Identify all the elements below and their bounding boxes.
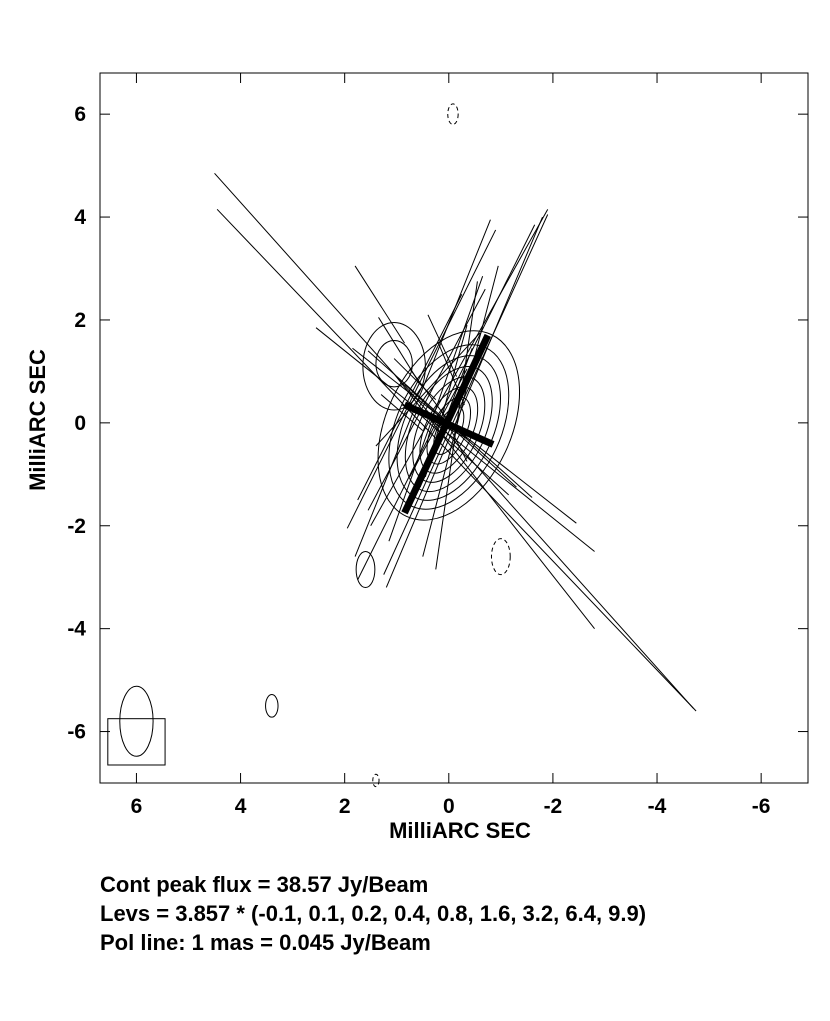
pol-line-8 [354,219,491,557]
x-tick-label-1: 4 [235,795,247,818]
y-tick-label-0: 6 [74,103,86,126]
pol-line-9 [385,216,543,588]
contour-2 [355,550,376,588]
pol-line-16 [367,288,486,511]
contour-3 [265,694,279,718]
core-contour-7 [433,406,465,455]
x-tick-label-5: -4 [648,795,667,818]
contour-set [265,103,521,788]
y-axis-title: MilliARC SEC [25,349,50,491]
core-contour-5 [419,386,479,474]
contour-0 [362,322,426,411]
y-tick-label-5: -4 [67,618,86,641]
levels-caption: Levs = 3.857 * (-0.1, 0.1, 0.2, 0.4, 0.8… [100,901,647,926]
x-axis-title: MilliARC SEC [389,818,531,843]
x-tick-label-4: -2 [544,795,563,818]
pol-line-29 [393,358,437,401]
core-contour-0 [377,330,521,521]
pol-line-2 [315,327,595,552]
pol-line-30 [427,314,458,377]
cross-bar-1 [403,401,495,448]
core-contour-6 [426,396,472,465]
pol-line-22 [354,265,405,344]
pol-line-12 [383,214,549,575]
y-tick-label-1: 4 [74,206,86,229]
frame-border [99,72,809,784]
beam-shape [119,685,154,757]
core-cross [401,333,495,515]
contour-1 [375,340,413,388]
pol-line-18 [388,276,484,542]
contour-5 [447,103,459,125]
beam-ellipse [107,685,166,766]
y-tick-label-6: -6 [67,721,86,744]
x-tick-label-0: 6 [131,795,143,818]
pol-line-13 [346,229,497,529]
y-tick-label-4: -2 [67,515,86,538]
peak-flux-caption: Cont peak flux = 38.57 Jy/Beam [100,872,429,897]
x-tick-label-3: 0 [443,795,455,818]
y-tick-label-2: 2 [74,309,86,332]
beam-box [107,718,166,766]
contour-4 [490,538,511,576]
x-tick-label-6: -6 [752,795,771,818]
core-contour-4 [412,376,486,483]
x-tick-label-2: 2 [339,795,351,818]
pol-line-28 [380,394,424,431]
pol-line-15 [357,294,463,501]
pol-line-3 [352,347,577,524]
pol-line-caption: Pol line: 1 mas = 0.045 Jy/Beam [100,930,431,955]
y-tick-label-3: 0 [74,412,86,435]
axis-ticks: 6 4 2 0 -2 -4 -6 6 4 2 0 -2 -4 -6 [67,73,808,818]
contour-6 [372,773,380,788]
pol-line-6 [404,383,517,488]
plot-frame [99,72,809,784]
